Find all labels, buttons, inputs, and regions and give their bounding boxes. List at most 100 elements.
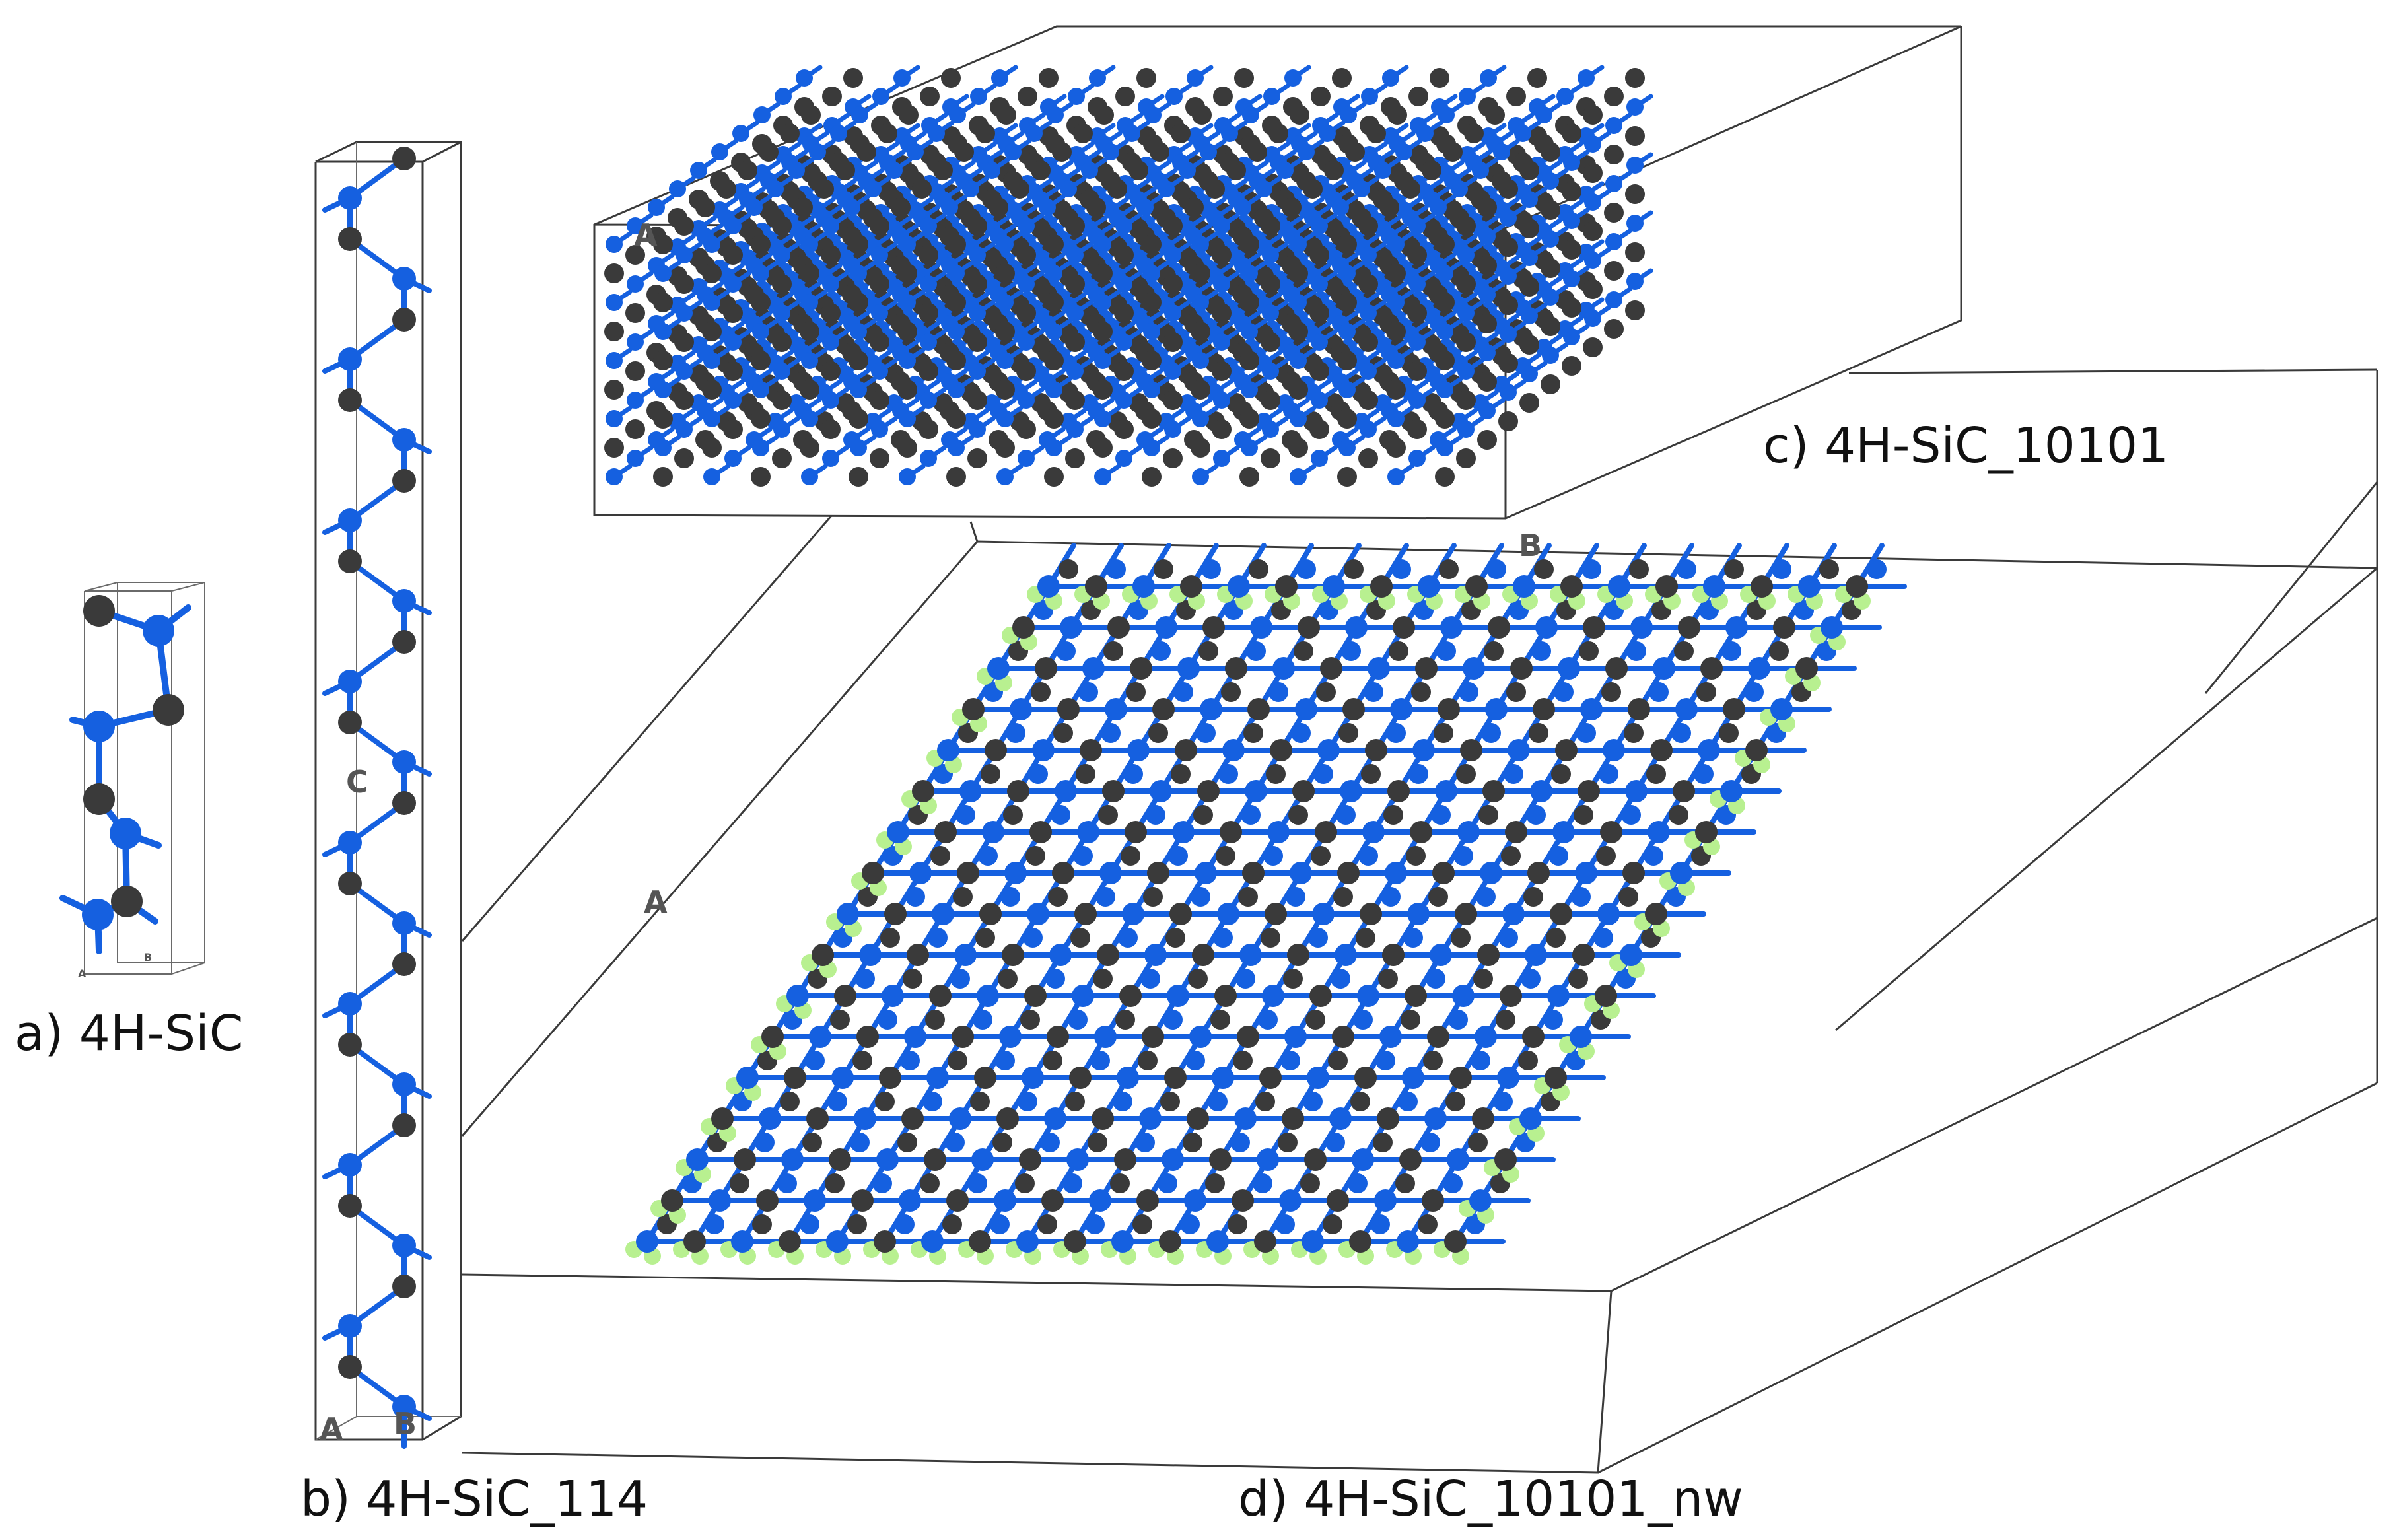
silicon-atom: [978, 846, 998, 866]
carbon-atom: [1541, 142, 1560, 162]
silicon-atom: [606, 352, 623, 369]
carbon-atom: [1065, 390, 1085, 410]
silicon-atom: [1164, 363, 1181, 380]
carbon-atom: [1320, 657, 1342, 680]
silicon-atom: [1584, 310, 1601, 327]
carbon-atom: [975, 123, 995, 143]
carbon-atom: [1545, 1067, 1567, 1089]
silicon-atom: [996, 236, 1014, 253]
silicon-atom: [1744, 682, 1764, 702]
carbon-atom: [1428, 887, 1448, 907]
silicon-atom: [1037, 575, 1060, 598]
silicon-atom: [871, 363, 888, 380]
silicon-atom: [1317, 739, 1340, 761]
carbon-atom: [1016, 303, 1036, 323]
carbon-atom: [1399, 1148, 1422, 1171]
carbon-atom: [1583, 279, 1603, 299]
carbon-atom: [1212, 419, 1232, 439]
silicon-atom: [1139, 1107, 1162, 1130]
carbon-atom: [653, 409, 673, 429]
carbon-atom: [952, 1026, 974, 1048]
carbon-atom: [1510, 657, 1533, 680]
silicon-atom: [1258, 1010, 1278, 1030]
carbon-atom: [920, 1173, 940, 1193]
carbon-atom: [1456, 332, 1476, 352]
carbon-atom: [919, 303, 938, 323]
silicon-atom: [822, 275, 839, 293]
silicon-atom: [1352, 1148, 1374, 1171]
silicon-atom: [822, 217, 839, 234]
carbon-atom: [674, 274, 694, 294]
silicon-atom: [948, 439, 965, 456]
silicon-atom: [991, 69, 1008, 87]
silicon-atom: [1106, 559, 1126, 579]
carbon-atom: [1171, 123, 1191, 143]
silicon-atom: [1262, 304, 1279, 322]
carbon-atom: [1333, 887, 1353, 907]
panel-c-lattice: [604, 65, 1653, 487]
silicon-atom: [1391, 559, 1411, 579]
carbon-atom: [1527, 862, 1550, 884]
silicon-atom: [1051, 805, 1070, 825]
silicon-atom: [1004, 862, 1027, 884]
carbon-atom: [1064, 1230, 1086, 1253]
silicon-atom: [654, 265, 672, 282]
carbon-atom: [1387, 105, 1407, 125]
carbon-atom: [1044, 293, 1064, 312]
silicon-atom: [338, 1314, 362, 1338]
silicon-atom: [1821, 616, 1843, 639]
carbon-atom: [1237, 1026, 1259, 1048]
silicon-atom: [1580, 698, 1603, 720]
carbon-atom: [1288, 805, 1308, 825]
silicon-atom: [987, 657, 1010, 680]
silicon-atom: [1360, 246, 1377, 263]
silicon-atom: [1242, 106, 1259, 123]
silicon-atom: [110, 818, 141, 849]
silicon-atom: [1556, 88, 1574, 105]
carbon-atom: [653, 351, 673, 370]
carbon-atom: [653, 467, 673, 487]
silicon-atom: [1535, 106, 1552, 123]
carbon-atom: [897, 380, 917, 400]
silicon-atom: [1500, 384, 1517, 401]
silicon-atom: [338, 992, 362, 1016]
silicon-atom: [1677, 559, 1696, 579]
carbon-atom: [1541, 258, 1560, 278]
silicon-atom: [773, 363, 790, 380]
silicon-atom: [1004, 143, 1022, 160]
carbon-atom: [1016, 419, 1036, 439]
carbon-atom: [1136, 1189, 1159, 1212]
carbon-atom: [392, 1275, 416, 1298]
silicon-atom: [690, 162, 707, 179]
silicon-atom: [854, 1107, 876, 1130]
carbon-atom: [1678, 616, 1700, 639]
silicon-atom: [1426, 969, 1445, 989]
carbon-atom: [821, 303, 841, 323]
silicon-atom: [1395, 143, 1412, 160]
carbon-atom: [1163, 390, 1183, 410]
carbon-atom: [1220, 821, 1242, 843]
silicon-atom: [1671, 723, 1691, 743]
silicon-atom: [1338, 265, 1356, 282]
carbon-atom: [661, 1189, 683, 1212]
carbon-atom: [111, 886, 143, 917]
silicon-atom: [1279, 1189, 1302, 1212]
carbon-atom: [1555, 739, 1578, 761]
silicon-atom: [996, 352, 1014, 369]
carbon-atom: [995, 380, 1015, 400]
silicon-atom: [1094, 352, 1111, 369]
carbon-atom: [723, 303, 743, 323]
silicon-atom: [926, 1067, 949, 1089]
silicon-atom: [1308, 928, 1328, 948]
silicon-atom: [885, 162, 903, 179]
carbon-atom: [1126, 682, 1146, 702]
silicon-atom: [627, 450, 644, 467]
silicon-atom: [1493, 143, 1510, 160]
carbon-atom: [821, 245, 841, 265]
silicon-atom: [711, 143, 728, 160]
silicon-atom: [627, 217, 644, 234]
carbon-atom: [992, 1133, 1012, 1152]
carbon-atom: [1052, 142, 1072, 162]
silicon-atom: [392, 428, 416, 452]
silicon-atom: [1066, 304, 1084, 322]
